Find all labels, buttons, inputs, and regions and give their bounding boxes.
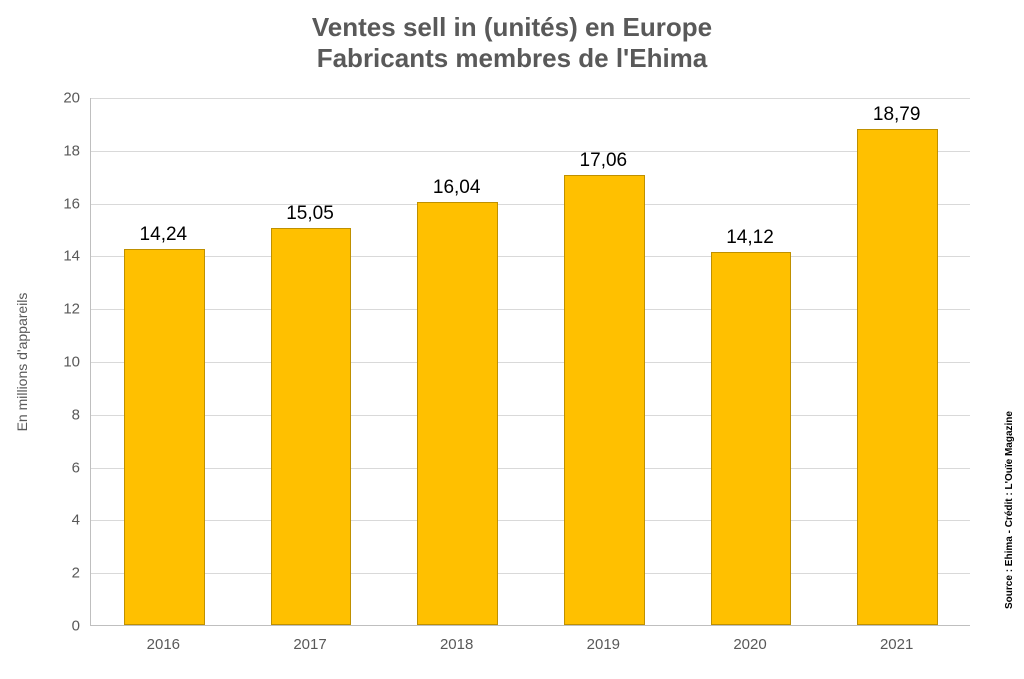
gridline bbox=[91, 256, 970, 257]
bar bbox=[564, 175, 645, 625]
gridline bbox=[91, 98, 970, 99]
bar bbox=[417, 202, 498, 625]
y-tick-label: 20 bbox=[63, 90, 80, 107]
y-tick-label: 6 bbox=[72, 459, 80, 476]
source-credit: Source : Ehima - Crédit : L'Ouïe Magazin… bbox=[1004, 411, 1015, 609]
x-tick-label: 2020 bbox=[733, 636, 766, 653]
y-tick-label: 8 bbox=[72, 406, 80, 423]
gridline bbox=[91, 362, 970, 363]
bar bbox=[857, 129, 938, 625]
chart-title-line2: Fabricants membres de l'Ehima bbox=[0, 43, 1024, 74]
bar bbox=[711, 252, 792, 625]
y-tick-label: 10 bbox=[63, 354, 80, 371]
bar-value-label: 17,06 bbox=[580, 150, 628, 172]
x-tick-label: 2017 bbox=[293, 636, 326, 653]
y-tick-label: 18 bbox=[63, 142, 80, 159]
y-tick-label: 12 bbox=[63, 301, 80, 318]
y-tick-label: 0 bbox=[72, 618, 80, 635]
bar-value-label: 18,79 bbox=[873, 104, 921, 126]
plot-area bbox=[90, 98, 970, 626]
bar bbox=[124, 249, 205, 625]
y-tick-label: 14 bbox=[63, 248, 80, 265]
bar-value-label: 15,05 bbox=[286, 203, 334, 225]
x-tick-label: 2019 bbox=[587, 636, 620, 653]
bar-value-label: 14,24 bbox=[140, 224, 188, 246]
chart-container: Ventes sell in (unités) en Europe Fabric… bbox=[0, 0, 1024, 679]
y-tick-label: 2 bbox=[72, 565, 80, 582]
x-tick-label: 2021 bbox=[880, 636, 913, 653]
x-tick-label: 2018 bbox=[440, 636, 473, 653]
gridline bbox=[91, 573, 970, 574]
gridline bbox=[91, 309, 970, 310]
x-tick-label: 2016 bbox=[147, 636, 180, 653]
y-tick-label: 4 bbox=[72, 512, 80, 529]
gridline bbox=[91, 520, 970, 521]
chart-title-line1: Ventes sell in (unités) en Europe bbox=[0, 12, 1024, 43]
bar-value-label: 16,04 bbox=[433, 177, 481, 199]
y-tick-label: 16 bbox=[63, 195, 80, 212]
chart-title: Ventes sell in (unités) en Europe Fabric… bbox=[0, 12, 1024, 74]
y-axis-title: En millions d'appareils bbox=[14, 293, 30, 432]
gridline bbox=[91, 151, 970, 152]
bar-value-label: 14,12 bbox=[726, 227, 774, 249]
gridline bbox=[91, 204, 970, 205]
gridline bbox=[91, 415, 970, 416]
gridline bbox=[91, 468, 970, 469]
bar bbox=[271, 228, 352, 625]
